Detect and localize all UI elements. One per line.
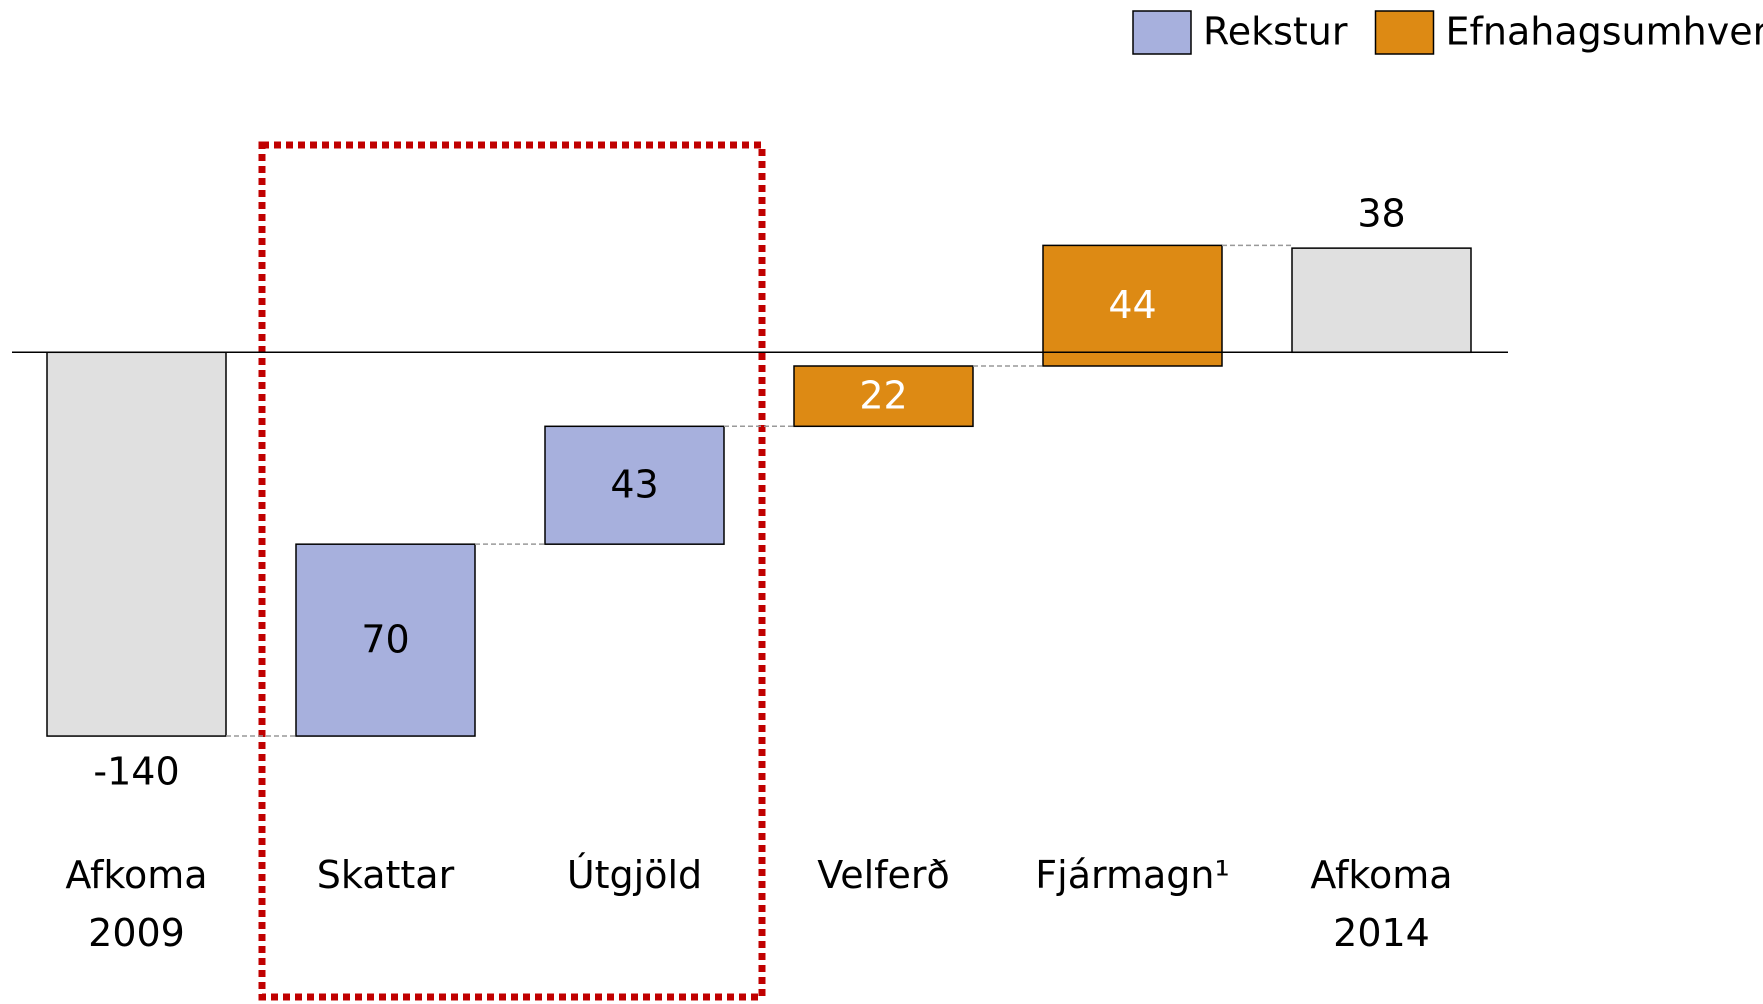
category-label: Afkoma 2014 xyxy=(1310,853,1453,955)
bar xyxy=(1291,247,1472,354)
value-label: 38 xyxy=(1357,192,1405,236)
bar xyxy=(1042,244,1223,367)
legend-swatch xyxy=(1374,10,1435,55)
bar xyxy=(544,425,725,545)
legend-label: Rekstur xyxy=(1203,10,1348,54)
value-label: 44 xyxy=(1108,283,1156,327)
value-label: -140 xyxy=(93,750,179,794)
category-label: Útgjöld xyxy=(566,853,703,897)
highlight-box xyxy=(258,141,766,1001)
category-label: Skattar xyxy=(316,853,455,897)
value-label: 43 xyxy=(610,463,658,507)
category-label: Fjármagn¹ xyxy=(1035,853,1230,897)
category-label: Velferð xyxy=(817,853,950,897)
value-label: 22 xyxy=(859,374,907,418)
bar xyxy=(46,351,227,737)
legend-swatch xyxy=(1132,10,1192,55)
legend-label: Efnahagsumhverfi xyxy=(1446,10,1763,54)
bar xyxy=(295,543,476,737)
value-label: 70 xyxy=(361,618,409,662)
category-label: Afkoma 2009 xyxy=(65,853,208,955)
bar xyxy=(793,365,974,428)
